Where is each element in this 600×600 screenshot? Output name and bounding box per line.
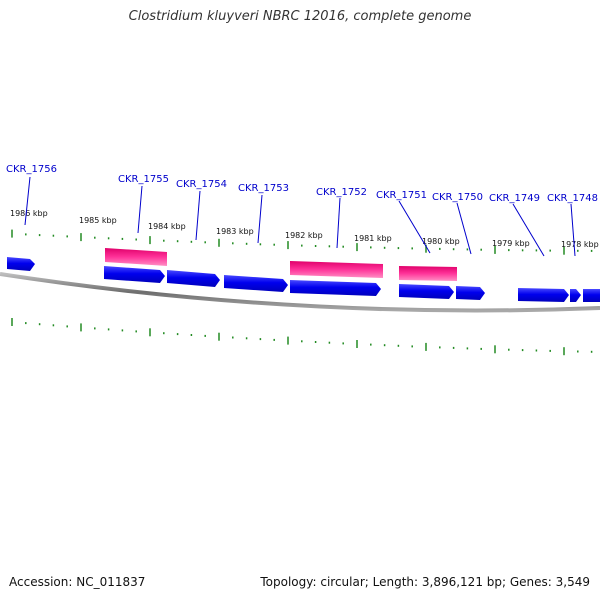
leader-line	[257, 194, 263, 244]
gene-labels: CKR_1756 CKR_1755 CKR_1754 CKR_1753 CKR_…	[6, 164, 598, 204]
tick-labels: 1986 kbp 1985 kbp 1984 kbp 1983 kbp 1982…	[10, 209, 599, 249]
gene-label-ckr-1749[interactable]: CKR_1749	[489, 193, 540, 204]
gene-label-ckr-1750[interactable]: CKR_1750	[432, 192, 483, 203]
tick-label: 1981 kbp	[354, 234, 392, 243]
leader-line	[512, 203, 545, 257]
inner-ticks	[11, 318, 593, 356]
gene-arrow[interactable]	[290, 280, 381, 296]
gene-label-ckr-1754[interactable]: CKR_1754	[176, 179, 227, 190]
gene-arrow[interactable]	[104, 266, 165, 283]
leader-line	[24, 176, 31, 226]
rna-feature[interactable]	[105, 248, 167, 266]
gene-arrow[interactable]	[456, 286, 485, 300]
gene-arrow[interactable]	[399, 284, 454, 299]
gene-arrow[interactable]	[570, 289, 581, 302]
leader-line	[456, 202, 472, 255]
leader-line	[570, 203, 576, 257]
gene-label-ckr-1751[interactable]: CKR_1751	[376, 190, 427, 201]
leader-line	[137, 185, 143, 234]
gene-arrow[interactable]	[518, 288, 569, 302]
outer-ticks	[11, 229, 593, 255]
gene-arrow[interactable]	[583, 289, 600, 302]
gene-arrow[interactable]	[167, 270, 220, 287]
gene-leaders	[24, 176, 576, 257]
gene-arrow[interactable]	[224, 275, 288, 292]
rna-feature[interactable]	[399, 266, 457, 281]
gene-label-ckr-1748[interactable]: CKR_1748	[547, 193, 598, 204]
accession-label: Accession: NC_011837	[9, 575, 146, 589]
leader-line	[195, 190, 201, 241]
tick-label: 1985 kbp	[79, 216, 117, 225]
map-title: Clostridium kluyveri NBRC 12016, complet…	[128, 9, 472, 24]
leader-line	[398, 200, 431, 254]
gene-label-ckr-1752[interactable]: CKR_1752	[316, 187, 367, 198]
gene-arrow[interactable]	[7, 257, 35, 271]
tick-label: 1979 kbp	[492, 239, 530, 248]
tick-label: 1984 kbp	[148, 222, 186, 231]
rna-features	[105, 248, 457, 281]
genome-summary: Topology: circular; Length: 3,896,121 bp…	[260, 575, 590, 589]
tick-label: 1978 kbp	[561, 240, 599, 249]
tick-label: 1986 kbp	[10, 209, 48, 218]
genome-backbone	[0, 272, 600, 313]
tick-label: 1980 kbp	[422, 237, 460, 246]
gene-label-ckr-1756[interactable]: CKR_1756	[6, 164, 57, 175]
rna-feature[interactable]	[290, 261, 383, 278]
tick-label: 1982 kbp	[285, 231, 323, 240]
gene-arrows	[7, 257, 600, 302]
gene-label-ckr-1753[interactable]: CKR_1753	[238, 183, 289, 194]
tick-label: 1983 kbp	[216, 227, 254, 236]
leader-line	[336, 197, 341, 249]
gene-label-ckr-1755[interactable]: CKR_1755	[118, 174, 169, 185]
